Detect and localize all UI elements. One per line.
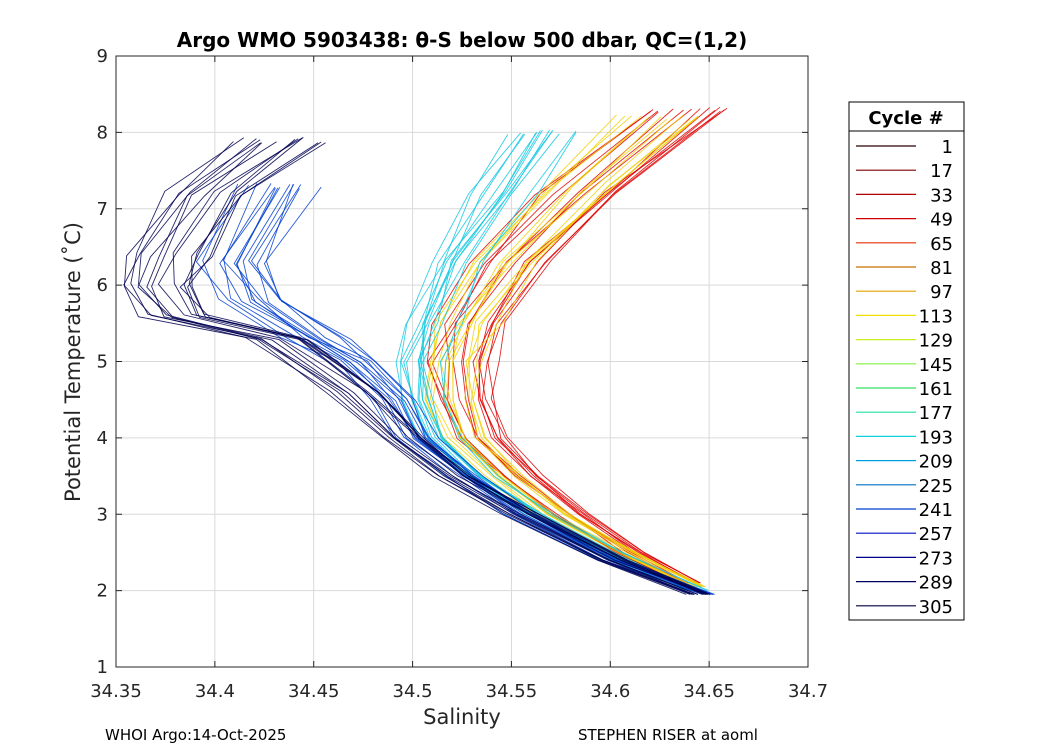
series-line-4 <box>172 137 705 595</box>
series-line-3 <box>242 184 711 595</box>
series-line-4 <box>138 138 691 595</box>
series-line-0 <box>426 111 680 584</box>
y-axis-title: Potential Temperature (˚C) <box>61 222 85 502</box>
series-line-3 <box>222 183 707 595</box>
y-tick-label: 1 <box>97 657 108 678</box>
series-line-0 <box>478 107 728 584</box>
series-line-0 <box>490 106 721 584</box>
series-line-4 <box>137 142 699 595</box>
legend-label: 177 <box>919 403 953 424</box>
legend-label: 113 <box>919 306 953 327</box>
x-axis-title: Salinity <box>423 705 501 729</box>
legend-entries: 1 17 33 49 65 81 97 113 129 145 161 177 193 209 225 241… <box>856 137 953 618</box>
series-line-0 <box>477 108 701 584</box>
series-layer <box>123 106 728 595</box>
x-tick-label: 34.35 <box>90 681 142 702</box>
legend-label: 289 <box>919 573 953 594</box>
series-line-1 <box>446 116 690 588</box>
legend-label: 273 <box>919 548 953 569</box>
x-tick-label: 34.55 <box>486 681 538 702</box>
series-line-4 <box>123 141 687 595</box>
series-line-4 <box>146 142 694 595</box>
series-line-4 <box>151 141 698 595</box>
legend-title: Cycle # <box>868 108 943 129</box>
footer-credit-right: STEPHEN RISER at aoml <box>578 726 758 744</box>
series-line-3 <box>202 183 693 595</box>
x-tick-label: 34.45 <box>288 681 340 702</box>
legend-label: 145 <box>919 355 953 376</box>
x-tick-label: 34.4 <box>195 681 235 702</box>
chart-title: Argo WMO 5903438: θ-S below 500 dbar, QC… <box>177 28 747 52</box>
legend-label: 49 <box>930 210 953 231</box>
legend-label: 193 <box>919 427 953 448</box>
y-tick-label: 8 <box>97 122 108 143</box>
legend-label: 241 <box>919 500 953 521</box>
series-line-4 <box>187 142 710 595</box>
legend-label: 65 <box>930 234 953 255</box>
legend-label: 129 <box>919 331 953 352</box>
x-tick-label: 34.7 <box>788 681 828 702</box>
y-tick-label: 4 <box>97 428 108 449</box>
ticks: 34.35 34.4 34.45 34.5 34.55 34.6 34.65 34.7 1 2 3 4… <box>90 46 828 702</box>
series-line-2 <box>442 130 709 592</box>
series-line-2 <box>439 132 708 592</box>
series-line-1 <box>468 116 702 588</box>
y-tick-label: 3 <box>97 504 108 525</box>
series-line-4 <box>130 137 693 595</box>
x-tick-label: 34.5 <box>393 681 433 702</box>
series-line-1 <box>470 118 703 588</box>
legend-label: 17 <box>930 161 953 182</box>
footer-credit-left: WHOI Argo:14-Oct-2025 <box>105 726 287 744</box>
x-tick-label: 34.65 <box>683 681 735 702</box>
legend-label: 161 <box>919 379 953 400</box>
legend-label: 225 <box>919 476 953 497</box>
legend-label: 33 <box>930 185 953 206</box>
series-line-4 <box>188 137 707 595</box>
y-tick-label: 7 <box>97 199 108 220</box>
series-line-1 <box>465 115 703 588</box>
y-tick-label: 6 <box>97 275 108 296</box>
series-line-2 <box>421 133 696 592</box>
y-tick-label: 2 <box>97 581 108 602</box>
series-line-4 <box>183 139 704 595</box>
legend-label: 257 <box>919 524 953 545</box>
x-tick-label: 34.6 <box>590 681 630 702</box>
series-line-0 <box>478 107 710 584</box>
y-tick-label: 9 <box>97 46 108 67</box>
legend-label: 97 <box>930 282 953 303</box>
legend-label: 305 <box>919 597 953 618</box>
legend: Cycle # 1 17 33 49 65 81 97 113 129 145 161 177 193 2… <box>848 101 965 621</box>
legend-label: 81 <box>930 258 953 279</box>
legend-label: 209 <box>919 452 953 473</box>
series-line-4 <box>191 141 709 595</box>
series-line-3 <box>223 183 703 595</box>
legend-label: 1 <box>942 137 953 158</box>
series-line-1 <box>464 114 705 588</box>
series-line-3 <box>236 187 709 595</box>
y-tick-label: 5 <box>97 352 108 373</box>
